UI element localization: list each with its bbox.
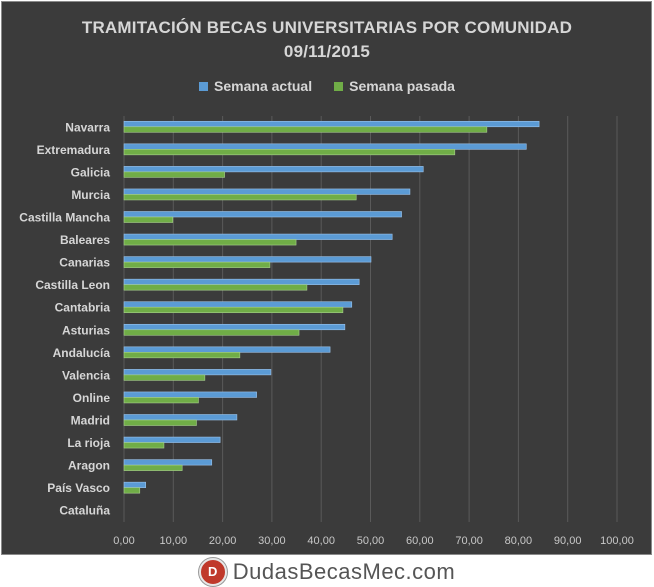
category-label: Online (73, 391, 111, 405)
bar-semana-pasada (123, 464, 183, 471)
x-tick-label: 50,00 (357, 535, 385, 547)
brand-logo-icon: D (198, 557, 227, 586)
bar-semana-actual (123, 256, 372, 263)
bar-semana-actual (123, 459, 213, 466)
bar-semana-actual (123, 233, 393, 240)
bar-semana-pasada (123, 149, 456, 156)
x-tick-label: 70,00 (455, 535, 483, 547)
bar-semana-actual (123, 391, 257, 398)
legend-swatch-current (199, 81, 209, 91)
category-label: Castilla Mancha (19, 211, 110, 225)
bar-semana-pasada (123, 194, 357, 201)
bar-semana-pasada (123, 239, 297, 246)
bar-semana-actual (123, 481, 146, 488)
bar-semana-pasada (123, 329, 300, 336)
category-label: Castilla Leon (35, 278, 110, 292)
x-tick-label: 10,00 (160, 535, 188, 547)
category-label: Aragon (68, 459, 110, 473)
chart-title: TRAMITACIÓN BECAS UNIVERSITARIAS POR COM… (81, 18, 573, 37)
category-label: Murcia (71, 188, 110, 202)
bar-semana-actual (123, 278, 360, 285)
x-tick-label: 100,00 (600, 535, 634, 547)
category-label: Baleares (60, 233, 110, 247)
bar-semana-pasada (123, 216, 174, 223)
category-label: País Vasco (47, 481, 110, 495)
bar-semana-actual (123, 166, 424, 173)
category-label: Asturias (62, 323, 110, 337)
legend-label-previous: Semana pasada (349, 78, 455, 94)
x-tick-label: 30,00 (258, 535, 286, 547)
bar-semana-actual (123, 120, 540, 128)
bar-semana-actual (123, 323, 346, 331)
category-label: Andalucía (53, 346, 111, 360)
bar-semana-actual (123, 436, 221, 443)
bar-semana-actual (123, 143, 527, 150)
bar-semana-pasada (123, 419, 197, 426)
category-label: Canarias (59, 256, 110, 270)
bar-semana-pasada (123, 442, 165, 449)
bar-semana-pasada (123, 171, 225, 178)
bar-semana-actual (123, 414, 238, 421)
category-label: Galicia (71, 165, 111, 179)
legend-item-current: Semana actual (199, 78, 312, 94)
bar-semana-actual (123, 211, 402, 218)
bar-semana-actual (123, 369, 272, 376)
bar-chart-plot: 0,00 10,00 20,00 30,00 40,00 50,00 60,00 70,00 8… (19, 116, 634, 547)
category-label: Navarra (65, 120, 110, 134)
x-tick-label: 60,00 (406, 535, 434, 547)
category-label: Extremadura (37, 143, 111, 157)
x-tick-label: 0,00 (113, 535, 134, 547)
bar-semana-actual (123, 188, 411, 195)
bar-semana-pasada (123, 284, 308, 291)
bar-semana-pasada (123, 352, 241, 359)
x-tick-label: 80,00 (505, 535, 533, 547)
category-label: Cataluña (59, 504, 110, 518)
category-label: La rioja (67, 436, 110, 450)
chart-background (1, 1, 652, 555)
bar-semana-pasada (123, 126, 488, 133)
bar-semana-pasada (123, 261, 271, 268)
bar-semana-pasada (123, 374, 206, 381)
brand-logo-letter: D (208, 564, 218, 579)
legend-item-previous: Semana pasada (334, 78, 455, 94)
x-tick-label: 40,00 (307, 535, 335, 547)
brand-name: DudasBecasMec.com (232, 558, 456, 584)
bar-semana-actual (123, 301, 353, 308)
category-label: Madrid (71, 414, 110, 428)
x-tick-label: 20,00 (209, 535, 237, 547)
x-tick-label: 90,00 (554, 535, 582, 547)
category-label: Cantabria (55, 301, 111, 315)
legend-swatch-previous (334, 81, 344, 91)
bar-semana-pasada (123, 487, 141, 494)
bar-semana-pasada (123, 397, 199, 404)
chart-legend: Semana actual Semana pasada (0, 78, 654, 94)
bar-semana-actual (123, 346, 331, 353)
chart-subtitle: 09/11/2015 (283, 42, 371, 61)
legend-label-current: Semana actual (214, 78, 313, 94)
bar-semana-pasada (123, 306, 344, 314)
footer-brand: D DudasBecasMec.com (0, 556, 654, 587)
category-label: Valencia (62, 368, 110, 382)
